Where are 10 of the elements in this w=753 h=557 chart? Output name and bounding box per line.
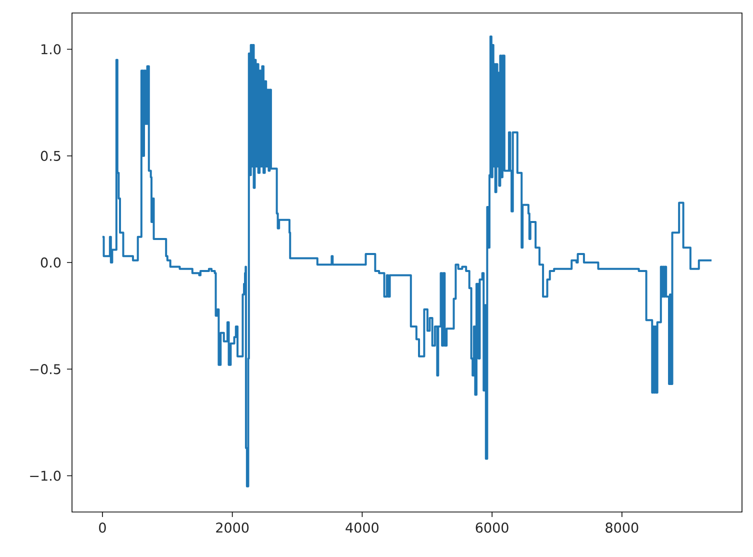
y-tick-label: 0.5 — [40, 150, 60, 161]
y-tick-label: 0.0 — [40, 257, 61, 268]
x-tick-label: 2000 — [216, 522, 249, 533]
x-tick-label: 0 — [99, 522, 106, 533]
y-tick-label: 1.0 — [41, 44, 61, 54]
x-tick-label: 8000 — [606, 522, 638, 533]
y-tick-label: −1.0 — [30, 470, 61, 481]
y-tick-label: −0.5 — [30, 364, 60, 374]
x-tick-label: 6000 — [476, 522, 508, 533]
x-tick-label: 4000 — [346, 522, 378, 533]
